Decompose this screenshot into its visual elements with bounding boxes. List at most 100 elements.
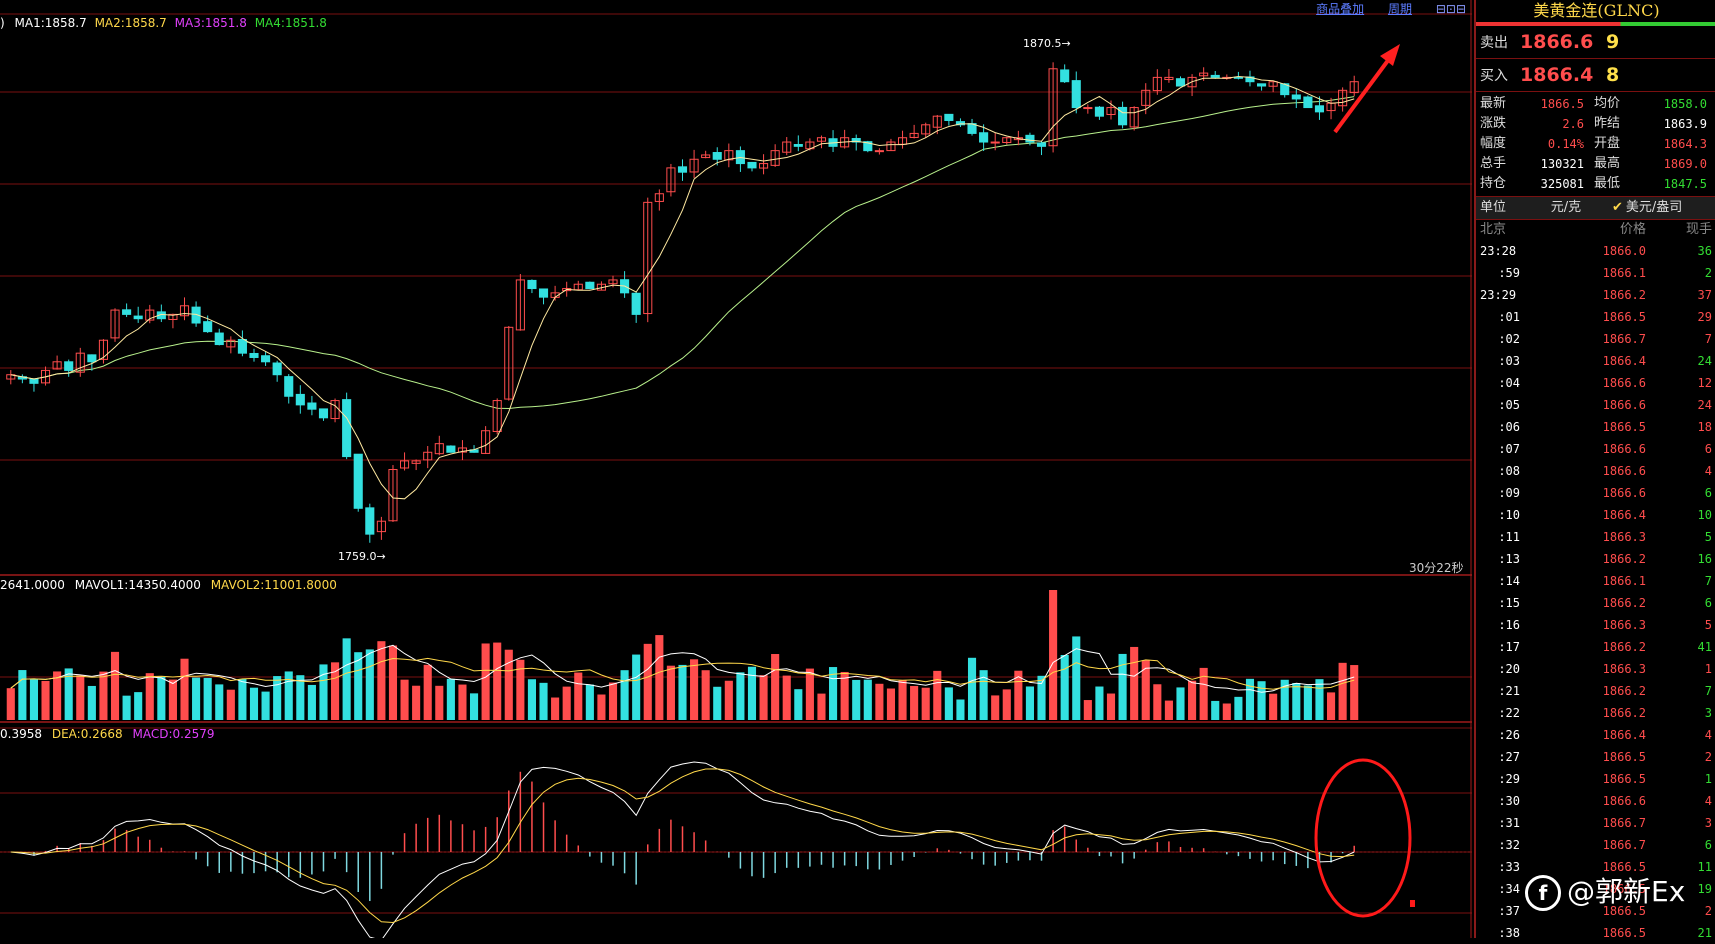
volume-bar: [678, 664, 687, 720]
candle-body: [98, 339, 108, 360]
tick-volume: 10: [1697, 508, 1712, 522]
candle-body: [388, 469, 398, 522]
countdown-timer: 30分22秒: [1409, 561, 1464, 575]
stat-value2: 1847.5: [1663, 177, 1707, 191]
unit-label: 单位: [1480, 200, 1507, 215]
dea-label: DEA:0.2668: [51, 727, 123, 741]
candle-body: [504, 326, 514, 400]
tick-price: 1866.7: [1602, 816, 1646, 830]
candle-body: [585, 281, 595, 290]
volume-bar: [87, 685, 96, 720]
candle-body: [1349, 81, 1359, 94]
tick-row: :27 1866.5 2: [1476, 746, 1715, 768]
candle-body: [1280, 83, 1290, 96]
tick-row: :09 1866.6 6: [1476, 482, 1715, 504]
candle-body: [689, 158, 699, 173]
candle-body: [145, 309, 155, 321]
candle-body: [932, 115, 942, 128]
tick-volume: 11: [1697, 860, 1712, 874]
volume-bar: [412, 685, 421, 720]
candle-body: [677, 166, 688, 173]
tick-time: :38: [1498, 926, 1520, 940]
candle-body: [666, 167, 676, 193]
candle-body: [1152, 76, 1162, 92]
volume-bar: [261, 691, 270, 720]
volume-bar: [805, 668, 814, 720]
candle-body: [793, 144, 803, 147]
tick-row: :07 1866.6 6: [1476, 438, 1715, 460]
stat-value2: 1864.3: [1663, 137, 1707, 151]
volume-bar: [296, 675, 305, 720]
tick-price: 1866.5: [1602, 420, 1646, 434]
tick-volume: 7: [1704, 684, 1712, 698]
volume-bar: [1199, 667, 1208, 720]
volume-bar: [469, 693, 479, 720]
volume-bar: [1280, 679, 1289, 720]
stat-key: 总手: [1480, 156, 1507, 171]
buy-row[interactable]: 买入 1866.4 8: [1476, 59, 1715, 92]
volume-bar: [852, 679, 861, 720]
volume-bar: [284, 671, 293, 720]
overlay-link[interactable]: 商品叠加: [1316, 2, 1365, 16]
ma4-label: MA4:1851.8: [254, 16, 327, 30]
tick-time: :30: [1498, 794, 1520, 808]
volume-bar: [608, 682, 618, 720]
candle-body: [353, 453, 363, 509]
candle-body: [724, 150, 734, 161]
unit-option-usd-oz[interactable]: ✔ 美元/盎司: [1612, 197, 1682, 219]
candle-body: [909, 132, 919, 138]
volume-bar: [6, 688, 15, 720]
volume-bar: [446, 678, 455, 720]
tick-row: :15 1866.2 6: [1476, 592, 1715, 614]
tick-row: :01 1866.5 29: [1476, 306, 1715, 328]
stat-value: 2.6: [1562, 117, 1584, 131]
window-controls-icon[interactable]: ⊟⊡⊟: [1435, 2, 1466, 16]
stat-key: 幅度: [1480, 136, 1507, 151]
volume-bar: [771, 654, 780, 720]
tick-time: 23:28: [1480, 244, 1517, 258]
volume-bar: [76, 675, 85, 720]
tick-time: :02: [1498, 332, 1520, 346]
ticks-list[interactable]: 23:28 1866.0 36:59 1866.1 2 23:29 1866.2 37:01 1…: [1476, 240, 1715, 944]
candle-body: [133, 315, 143, 320]
stat-row: 持仓 325081 最低 1847.5: [1476, 174, 1715, 194]
volume-value: 2641.0000: [0, 578, 65, 592]
tick-volume: 3: [1704, 816, 1712, 830]
candle-body: [1303, 96, 1313, 109]
tick-row: :08 1866.6 4: [1476, 460, 1715, 482]
stat-key2: 开盘: [1594, 136, 1621, 151]
candle-body: [654, 193, 664, 202]
volume-bar: [145, 673, 154, 720]
candle-body: [110, 309, 120, 339]
volume-bar: [956, 699, 965, 720]
period-link[interactable]: 周期: [1387, 2, 1412, 16]
candle-body: [168, 313, 178, 320]
tick-volume: 1: [1704, 772, 1712, 786]
candle-body: [1036, 142, 1047, 147]
tick-row: :11 1866.3 5: [1476, 526, 1715, 548]
sell-row[interactable]: 卖出 1866.6 9: [1476, 26, 1715, 59]
tick-time: :03: [1498, 354, 1520, 368]
tick-time: :26: [1498, 728, 1520, 742]
volume-bar: [122, 695, 131, 720]
tick-volume: 1: [1704, 662, 1712, 676]
unit-option-yuan-gram[interactable]: 元/克: [1550, 200, 1582, 215]
tick-price: 1866.3: [1602, 618, 1646, 632]
volume-bar: [377, 641, 386, 720]
macd-label: MACD:0.2579: [132, 727, 215, 741]
volume-bar: [736, 672, 745, 720]
stat-row: 涨跌 2.6 昨结 1863.9: [1476, 114, 1715, 134]
tick-volume: 4: [1704, 464, 1712, 478]
tick-price: 1866.6: [1602, 794, 1646, 808]
volume-bar: [157, 676, 166, 720]
candle-body: [272, 362, 282, 376]
volume-bar: [863, 679, 872, 720]
candle-body: [851, 138, 861, 143]
candle-body: [376, 520, 386, 533]
kline-chart-area[interactable]: ) MA1:1858.7 MA2:1858.7 MA3:1851.8 MA4:1…: [0, 0, 1472, 938]
sell-label: 卖出: [1480, 35, 1508, 51]
volume-bar: [944, 687, 953, 720]
candle-body: [307, 402, 317, 410]
kline-chart-canvas[interactable]: [0, 0, 1472, 938]
tick-price: 1866.5: [1602, 882, 1646, 896]
